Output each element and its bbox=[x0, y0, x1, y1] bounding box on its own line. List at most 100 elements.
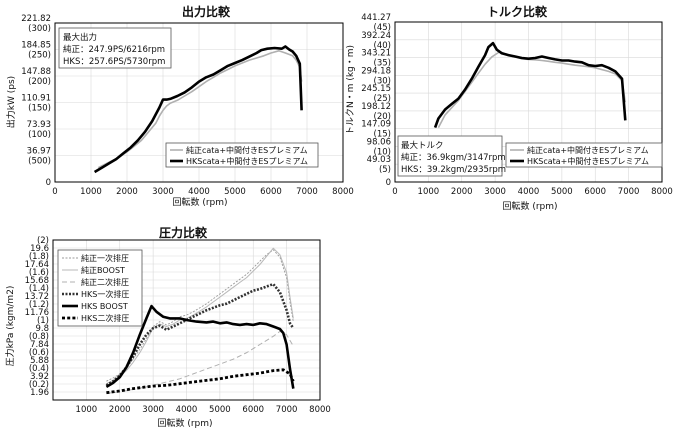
pressure-series-line-5 bbox=[106, 368, 295, 395]
torque-series-line-0 bbox=[437, 50, 627, 128]
pressure-y-tick-label: 19.6 bbox=[30, 244, 49, 254]
torque-info-hks: HKS：39.2kgm/2935rpm bbox=[401, 165, 506, 175]
torque-info-stock: 純正：36.9kgm/3147rpm bbox=[401, 152, 506, 163]
pressure-y-tick-label: (0.8) bbox=[29, 332, 49, 342]
torque-x-tick-label: 3000 bbox=[484, 187, 506, 197]
torque-y-tick-label: 98.06 bbox=[367, 137, 391, 147]
torque-legend bbox=[505, 142, 663, 168]
torque-y-tick-label: 441.27 bbox=[361, 13, 391, 23]
pressure-legend-label-0: 純正一次排圧 bbox=[81, 253, 129, 263]
power-x-tick-label: 2000 bbox=[116, 187, 138, 197]
pressure-x-tick-label: 5000 bbox=[209, 405, 231, 415]
power-y-tick-sublabel: (150) bbox=[28, 104, 51, 114]
power-y-tick-label: 147.88 bbox=[21, 67, 51, 77]
power-y-tick-label: 73.93 bbox=[27, 120, 51, 130]
torque-info-box bbox=[397, 135, 503, 177]
pressure-x-tick-label: 7000 bbox=[276, 405, 298, 415]
pressure-legend-label-5: HKS二次排圧 bbox=[81, 313, 129, 323]
power-y-tick-sublabel: (200) bbox=[28, 77, 51, 87]
pressure-legend bbox=[57, 249, 143, 327]
pressure-legend-label-4: HKS BOOST bbox=[81, 302, 128, 311]
torque-plot-frame bbox=[394, 21, 663, 183]
pressure-plot-frame bbox=[52, 239, 321, 401]
pressure-series-line-3 bbox=[105, 282, 295, 387]
torque-x-tick-label: 0 bbox=[392, 187, 397, 197]
power-x-tick-label: 7000 bbox=[296, 187, 318, 197]
torque-x-tick-label: 2000 bbox=[451, 187, 473, 197]
pressure-legend-label-1: 純正BOOST bbox=[81, 265, 125, 275]
pressure-legend-label-2: 純正二次排圧 bbox=[81, 277, 129, 287]
pressure-y-tick-label: 15.68 bbox=[25, 276, 49, 286]
pressure-y-tick-label: 13.72 bbox=[25, 292, 49, 302]
power-y-tick-label: 221.82 bbox=[21, 14, 51, 24]
torque-y-tick-sublabel: (35) bbox=[374, 59, 391, 69]
pressure-y-tick-label: (1) bbox=[37, 316, 49, 326]
pressure-y-tick-label: 7.84 bbox=[30, 340, 49, 350]
pressure-y-tick-label: 5.88 bbox=[30, 356, 49, 366]
torque-y-tick-sublabel: (30) bbox=[374, 76, 391, 86]
torque-y-tick-label: 392.24 bbox=[361, 31, 391, 41]
pressure-y-tick-label: (1.2) bbox=[29, 300, 49, 310]
torque-y-tick-sublabel: (25) bbox=[374, 94, 391, 104]
pressure-y-tick-label: (0.4) bbox=[29, 364, 49, 374]
torque-y-tick-sublabel: (15) bbox=[374, 130, 391, 140]
torque-y-tick-label: 294.18 bbox=[361, 66, 391, 76]
torque-chart-title: トルク比較 bbox=[487, 4, 548, 19]
torque-y-axis-label: トルクN・m (kg・m) bbox=[345, 45, 356, 135]
torque-x-tick-label: 6000 bbox=[584, 187, 606, 197]
pressure-y-axis-label: 圧力kPa (kgm/m2) bbox=[4, 286, 16, 367]
torque-y-tick-label: 147.09 bbox=[361, 120, 391, 130]
power-legend-stock: 純正cata+中間付きESプレミアム bbox=[186, 145, 308, 155]
torque-chart: トルク比較 0 49.03(5) 98.06(10) 147.09(15) 198.12… bbox=[345, 4, 673, 212]
pressure-y-tick-label: 3.92 bbox=[30, 372, 49, 382]
power-info-hks: HKS：257.6PS/5730rpm bbox=[63, 57, 165, 67]
torque-legend-hks: HKScata+中間付きESプレミアム bbox=[527, 156, 649, 166]
torque-y-tick-label: 198.12 bbox=[361, 102, 391, 112]
pressure-y-tick-label: (0.6) bbox=[29, 348, 49, 358]
pressure-y-tick-label: (1.4) bbox=[29, 284, 49, 294]
power-y-tick-sublabel: (100) bbox=[28, 130, 51, 140]
pressure-x-tick-label: 4000 bbox=[176, 405, 198, 415]
torque-x-axis-label: 回転数 (rpm) bbox=[502, 200, 557, 212]
pressure-x-tick-label: 3000 bbox=[142, 405, 164, 415]
torque-y-tick-sublabel: (45) bbox=[374, 23, 391, 33]
power-plot-frame bbox=[54, 22, 344, 183]
power-info-box bbox=[58, 27, 172, 69]
torque-x-tick-label: 1000 bbox=[418, 187, 440, 197]
power-x-axis-label: 回転数 (rpm) bbox=[172, 196, 227, 208]
torque-info-heading: 最大トルク bbox=[401, 140, 444, 151]
power-y-tick-label: 184.85 bbox=[21, 41, 51, 51]
torque-series-line-1 bbox=[433, 41, 627, 129]
power-legend bbox=[165, 142, 319, 168]
power-chart: 出力比較 0 36.97(500) 73.93(100) 110.91(150) 147… bbox=[5, 4, 354, 208]
torque-y-tick-sublabel: (10) bbox=[374, 147, 391, 157]
power-y-tick-label: 0 bbox=[46, 178, 51, 188]
pressure-series-line-0 bbox=[106, 249, 294, 382]
torque-x-tick-label: 7000 bbox=[618, 187, 640, 197]
torque-y-tick-sublabel: (40) bbox=[374, 41, 391, 51]
power-x-tick-label: 5000 bbox=[224, 187, 246, 197]
pressure-y-tick-label: (0.2) bbox=[29, 380, 49, 390]
torque-y-tick-label: 343.21 bbox=[361, 49, 391, 59]
pressure-legend-label-3: HKS一次排圧 bbox=[81, 289, 129, 299]
pressure-chart: 圧力比較 1.96(0.2)3.92(0.4)5.88(0.6)7.84(0.8… bbox=[4, 225, 331, 429]
power-y-axis-label: 出力kW (ps) bbox=[5, 76, 17, 128]
power-x-tick-label: 8000 bbox=[332, 187, 354, 197]
torque-legend-stock: 純正cata+中間付きESプレミアム bbox=[527, 145, 649, 155]
torque-y-tick-label: 0 bbox=[386, 178, 391, 188]
pressure-x-tick-label: 8000 bbox=[309, 405, 331, 415]
pressure-series-line-1 bbox=[106, 247, 294, 385]
torque-x-tick-label: 8000 bbox=[651, 187, 673, 197]
torque-y-tick-sublabel: (20) bbox=[374, 112, 391, 122]
power-y-tick-label: 36.97 bbox=[27, 147, 51, 157]
power-series-line-1 bbox=[93, 45, 303, 174]
power-x-tick-label: 0 bbox=[52, 187, 57, 197]
torque-x-tick-label: 5000 bbox=[551, 187, 573, 197]
pressure-x-tick-label: 1000 bbox=[76, 405, 98, 415]
power-info-stock: 純正：247.9PS/6216rpm bbox=[63, 44, 165, 55]
power-x-tick-label: 6000 bbox=[260, 187, 282, 197]
power-x-tick-label: 1000 bbox=[80, 187, 102, 197]
pressure-series-line-4 bbox=[105, 304, 295, 389]
pressure-y-tick-label: (1.6) bbox=[29, 268, 49, 278]
